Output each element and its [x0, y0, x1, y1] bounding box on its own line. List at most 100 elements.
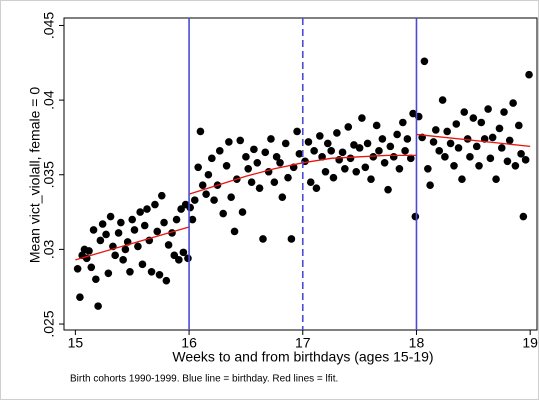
- point: [344, 123, 353, 131]
- x-tick-label: 15: [68, 335, 84, 351]
- point: [186, 203, 195, 212]
- point: [475, 161, 483, 170]
- point: [519, 212, 528, 221]
- point: [295, 150, 304, 158]
- point: [293, 127, 301, 136]
- point: [147, 267, 156, 276]
- point: [73, 264, 82, 273]
- point: [441, 153, 449, 161]
- point: [162, 276, 171, 285]
- point: [196, 127, 205, 136]
- point: [188, 215, 197, 224]
- x-tick-label: 17: [295, 335, 311, 351]
- point: [341, 164, 349, 173]
- point: [136, 208, 144, 216]
- point: [411, 212, 420, 221]
- point: [190, 196, 199, 204]
- point: [85, 247, 93, 255]
- point: [175, 256, 183, 264]
- point: [210, 196, 218, 204]
- point: [204, 170, 213, 179]
- point: [104, 269, 113, 278]
- point: [393, 130, 401, 139]
- point: [409, 109, 417, 118]
- point: [435, 147, 444, 155]
- point: [492, 175, 500, 184]
- point: [117, 218, 125, 227]
- point: [242, 153, 250, 161]
- x-tick-label: 19: [522, 335, 538, 351]
- point: [267, 135, 275, 143]
- fit-line: [416, 133, 531, 148]
- point: [250, 145, 258, 154]
- point: [497, 144, 506, 152]
- y-tick-label: .025: [41, 310, 57, 337]
- point: [153, 227, 162, 236]
- point: [219, 209, 227, 218]
- point: [389, 153, 398, 161]
- point: [438, 96, 447, 104]
- point: [380, 159, 389, 167]
- point: [477, 118, 486, 127]
- point: [92, 275, 100, 284]
- fit-line: [75, 226, 190, 261]
- y-tick-label: .045: [41, 12, 57, 39]
- point: [227, 193, 235, 201]
- point: [515, 121, 523, 130]
- point: [310, 147, 318, 155]
- point: [287, 235, 296, 243]
- point: [222, 161, 231, 170]
- point: [352, 167, 361, 176]
- point: [155, 270, 164, 279]
- point: [270, 178, 279, 187]
- point: [517, 150, 525, 158]
- point: [401, 147, 409, 155]
- point: [333, 129, 341, 137]
- point: [472, 142, 481, 151]
- point: [378, 135, 387, 143]
- point: [202, 190, 210, 198]
- point: [111, 251, 119, 260]
- point: [272, 153, 281, 161]
- point: [495, 124, 504, 133]
- point: [509, 99, 517, 107]
- point: [87, 263, 96, 272]
- point: [420, 57, 429, 66]
- point: [463, 135, 472, 143]
- point: [318, 153, 326, 161]
- point: [525, 70, 533, 79]
- point: [372, 121, 381, 130]
- point: [406, 154, 415, 163]
- point: [179, 248, 188, 257]
- point: [306, 178, 315, 187]
- point: [367, 175, 375, 184]
- point: [384, 185, 392, 194]
- y-tick-label: .03: [41, 239, 57, 259]
- point: [426, 181, 434, 189]
- point: [130, 226, 139, 234]
- point: [230, 227, 239, 236]
- point: [375, 147, 383, 155]
- point: [323, 139, 332, 148]
- point: [151, 200, 159, 209]
- point: [284, 173, 292, 182]
- point: [198, 181, 207, 189]
- point: [511, 161, 520, 170]
- point: [253, 159, 262, 167]
- point: [500, 108, 508, 116]
- point: [98, 220, 107, 228]
- point: [454, 144, 463, 152]
- point: [355, 144, 364, 152]
- point: [215, 147, 224, 155]
- point: [424, 164, 432, 173]
- point: [316, 132, 324, 140]
- point: [236, 136, 245, 145]
- note: Birth cohorts 1990-1999. Blue line = bir…: [70, 374, 338, 385]
- point: [452, 120, 461, 128]
- point: [208, 154, 216, 163]
- point: [157, 191, 166, 200]
- point: [255, 184, 264, 192]
- point: [128, 215, 137, 224]
- point: [134, 242, 142, 251]
